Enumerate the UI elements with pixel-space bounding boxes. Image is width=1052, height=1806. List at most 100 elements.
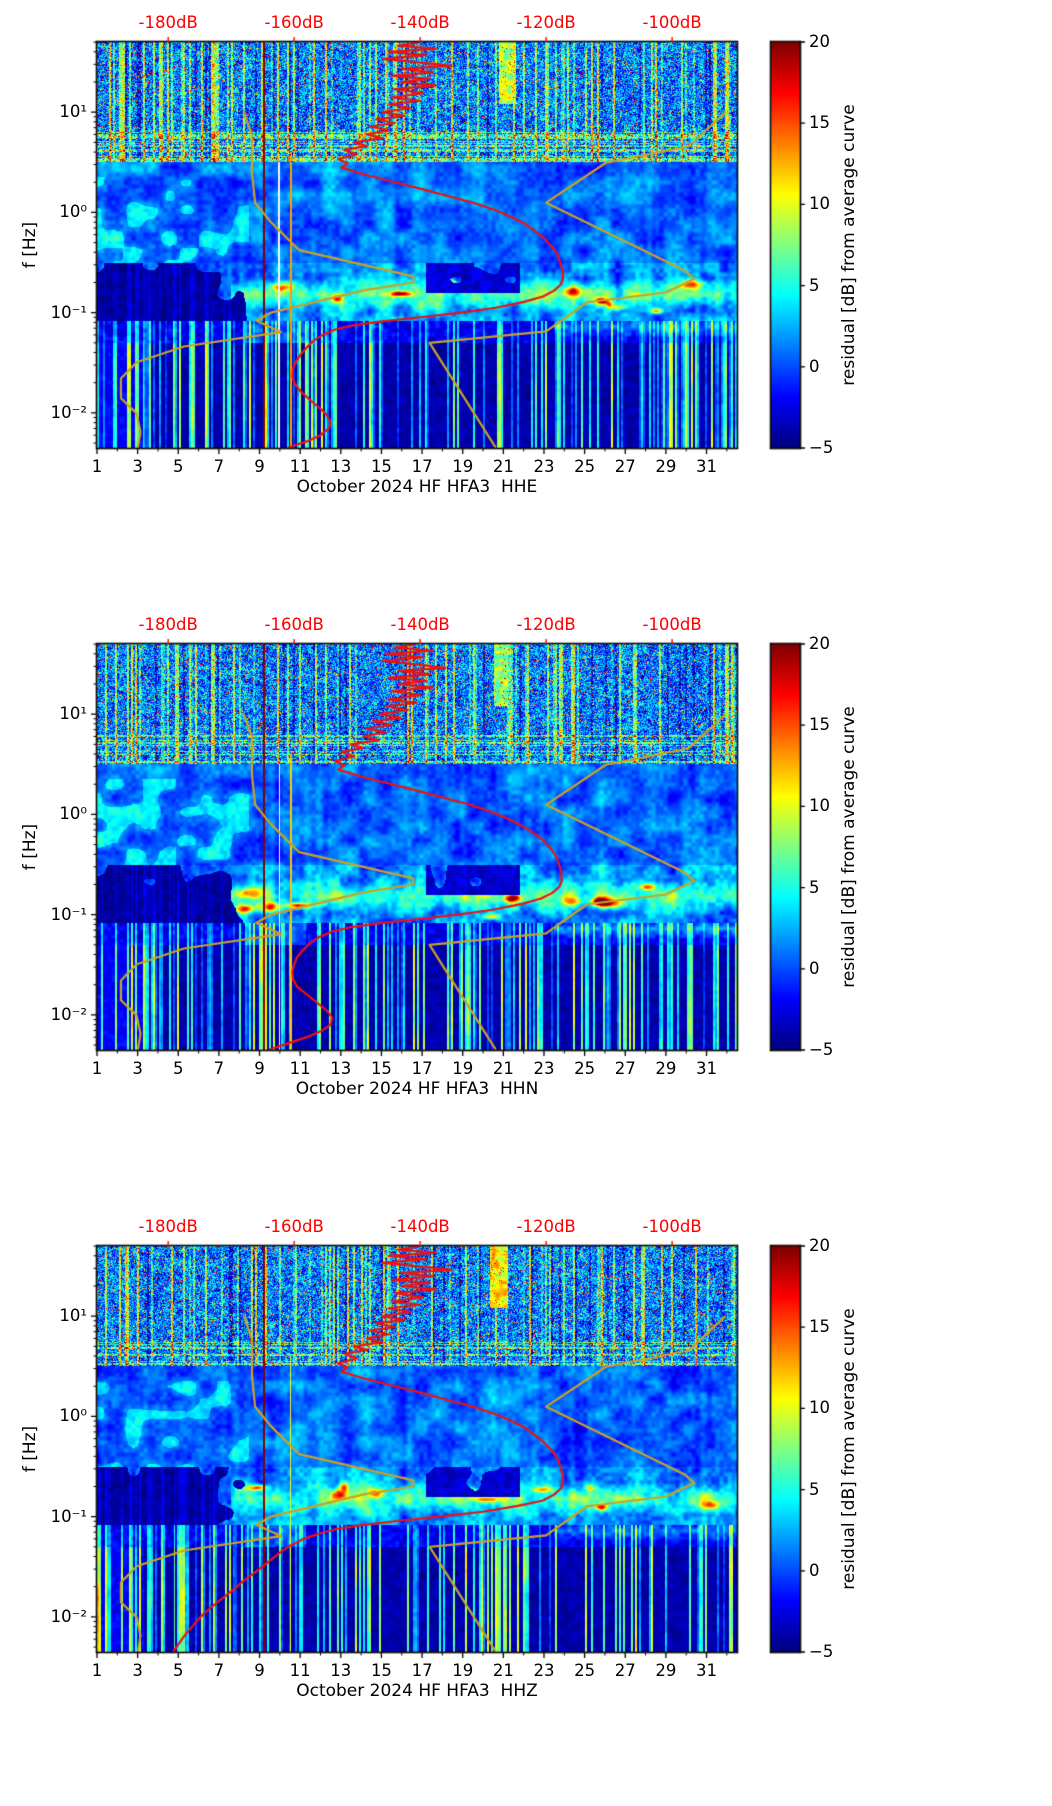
colorbar-tick-label: 5 — [809, 1479, 820, 1499]
top-axis-tick-label: -180dB — [138, 615, 198, 634]
x-tick-label: 25 — [574, 1059, 596, 1078]
top-axis-tick-label: -140dB — [390, 1217, 450, 1236]
x-tick-label: 1 — [91, 1661, 103, 1680]
y-axis-label: f [Hz] — [20, 1425, 40, 1473]
x-tick-label: 11 — [289, 1661, 311, 1680]
top-axis-tick-label: -180dB — [138, 13, 198, 32]
x-tick-label: 7 — [213, 1661, 225, 1680]
x-tick-label: 3 — [132, 457, 143, 476]
colorbar-tick-label: 15 — [809, 1317, 830, 1337]
y-tick-label: 10¹ — [59, 704, 87, 724]
y-tick-label: 10⁻¹ — [50, 302, 87, 322]
y-axis-label: f [Hz] — [20, 823, 40, 871]
y-tick-label: 10⁰ — [59, 202, 87, 222]
y-tick-label: 10¹ — [59, 102, 87, 122]
colorbar-tick-label: 15 — [809, 113, 830, 133]
axes-frame — [0, 602, 1052, 1204]
colorbar-tick-label: 0 — [809, 1560, 820, 1580]
x-tick-label: 29 — [655, 457, 677, 476]
x-tick-label: 9 — [254, 1059, 265, 1078]
x-axis-label: October 2024 HF HFA3 HHN — [295, 1079, 539, 1099]
y-tick-label: 10¹ — [59, 1306, 87, 1326]
top-axis-tick-label: -160dB — [264, 615, 324, 634]
spectrogram-panel-hhn: f [Hz] October 2024 HF HFA3 HHN residual… — [0, 602, 1052, 1204]
colorbar-tick-label: 20 — [809, 32, 830, 51]
x-tick-label: 27 — [614, 1059, 636, 1078]
x-axis-label: October 2024 HF HFA3 HHE — [296, 477, 538, 497]
top-axis-tick-label: -180dB — [138, 1217, 198, 1236]
y-tick-label: 10⁻¹ — [50, 1506, 87, 1526]
y-tick-label: 10⁰ — [59, 1406, 87, 1426]
colorbar-label: residual [dB] from average curve — [839, 104, 859, 386]
x-tick-label: 7 — [213, 457, 225, 476]
y-tick-label: 10⁻² — [50, 1606, 87, 1626]
colorbar-tick-label: −5 — [809, 438, 834, 457]
colorbar-tick-label: 10 — [809, 1398, 830, 1418]
x-tick-label: 31 — [696, 1661, 718, 1680]
top-axis-tick-label: -100dB — [642, 1217, 702, 1236]
x-tick-label: 31 — [696, 457, 718, 476]
x-tick-label: 11 — [289, 457, 311, 476]
x-tick-label: 13 — [330, 457, 352, 476]
x-tick-label: 23 — [533, 1059, 555, 1078]
top-axis-tick-label: -100dB — [642, 13, 702, 32]
top-axis-tick-label: -120dB — [516, 1217, 576, 1236]
spectrogram-panel-hhz: f [Hz] October 2024 HF HFA3 HHZ residual… — [0, 1204, 1052, 1806]
x-tick-label: 5 — [173, 1059, 184, 1078]
colorbar-tick-label: 5 — [809, 877, 820, 897]
x-tick-label: 1 — [91, 1059, 103, 1078]
x-tick-label: 9 — [254, 457, 265, 476]
x-tick-label: 21 — [492, 457, 514, 476]
x-tick-label: 17 — [411, 1661, 433, 1680]
top-axis-tick-label: -140dB — [390, 615, 450, 634]
x-tick-label: 23 — [533, 457, 555, 476]
x-tick-label: 15 — [370, 457, 392, 476]
colorbar-tick-label: 20 — [809, 634, 830, 653]
x-tick-label: 21 — [492, 1661, 514, 1680]
top-axis-tick-label: -140dB — [390, 13, 450, 32]
x-tick-label: 3 — [132, 1661, 143, 1680]
x-tick-label: 17 — [411, 457, 433, 476]
x-tick-label: 3 — [132, 1059, 143, 1078]
x-tick-label: 29 — [655, 1059, 677, 1078]
x-tick-label: 15 — [370, 1059, 392, 1078]
colorbar-tick-label: 5 — [809, 275, 820, 295]
top-axis-tick-label: -100dB — [642, 615, 702, 634]
y-tick-label: 10⁻¹ — [50, 904, 87, 924]
x-tick-label: 15 — [370, 1661, 392, 1680]
x-tick-label: 29 — [655, 1661, 677, 1680]
x-tick-label: 1 — [91, 457, 103, 476]
x-tick-label: 19 — [452, 457, 474, 476]
colorbar-tick-label: 10 — [809, 194, 830, 214]
y-axis-label: f [Hz] — [20, 221, 40, 269]
top-axis-tick-label: -120dB — [516, 615, 576, 634]
x-tick-label: 19 — [452, 1661, 474, 1680]
axes-frame — [0, 0, 1052, 602]
y-tick-label: 10⁰ — [59, 804, 87, 824]
x-tick-label: 7 — [213, 1059, 225, 1078]
colorbar-label: residual [dB] from average curve — [839, 706, 859, 988]
top-axis-tick-label: -160dB — [264, 13, 324, 32]
colorbar-tick-label: 0 — [809, 958, 820, 978]
y-tick-label: 10⁻² — [50, 1004, 87, 1024]
colorbar-tick-label: 15 — [809, 715, 830, 735]
x-tick-label: 19 — [452, 1059, 474, 1078]
x-tick-label: 27 — [614, 1661, 636, 1680]
x-axis-label: October 2024 HF HFA3 HHZ — [296, 1681, 538, 1701]
colorbar-tick-label: 0 — [809, 356, 820, 376]
x-tick-label: 13 — [330, 1059, 352, 1078]
x-tick-label: 23 — [533, 1661, 555, 1680]
x-tick-label: 5 — [173, 457, 184, 476]
x-tick-label: 25 — [574, 1661, 596, 1680]
colorbar-tick-label: −5 — [809, 1040, 834, 1059]
colorbar-tick-label: 20 — [809, 1236, 830, 1255]
x-tick-label: 27 — [614, 457, 636, 476]
colorbar-tick-label: 10 — [809, 796, 830, 816]
spectrogram-panel-hhe: f [Hz] October 2024 HF HFA3 HHE residual… — [0, 0, 1052, 602]
axes-frame — [0, 1204, 1052, 1806]
x-tick-label: 11 — [289, 1059, 311, 1078]
top-axis-tick-label: -160dB — [264, 1217, 324, 1236]
x-tick-label: 25 — [574, 457, 596, 476]
x-tick-label: 21 — [492, 1059, 514, 1078]
